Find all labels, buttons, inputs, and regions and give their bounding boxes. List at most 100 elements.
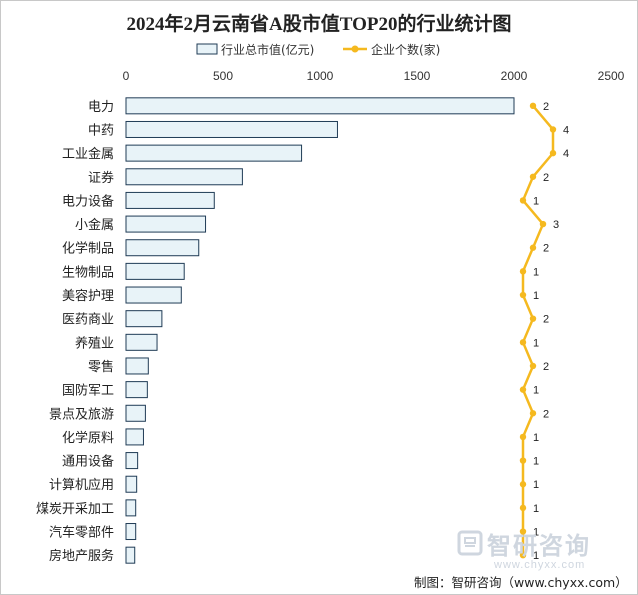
count-point (529, 173, 537, 180)
bars (125, 97, 515, 564)
category-label: 小金属 (75, 217, 114, 233)
count-point (529, 102, 537, 110)
category-label: 计算机应用 (49, 477, 114, 493)
category-labels: 电力中药工业金属证券电力设备小金属化学制品生物制品美容护理医药商业养殖业零售国防… (36, 100, 114, 564)
bar (125, 499, 137, 517)
count-point (519, 291, 527, 299)
category-label: 中药 (88, 123, 114, 138)
category-label: 化学制品 (62, 241, 114, 257)
count-point (529, 362, 537, 370)
bar (125, 475, 138, 493)
x-tick-label: 1000 (307, 69, 334, 83)
watermark-brand: 智研咨询 (487, 532, 591, 560)
x-tick-label: 500 (213, 69, 233, 83)
count-point (519, 551, 527, 559)
category-label: 美容护理 (62, 288, 114, 304)
legend-line-marker (351, 45, 359, 53)
count-point (529, 315, 537, 322)
chart-title: 2024年2月云南省A股市值TOP20的行业统计图 (127, 12, 512, 35)
bar (125, 357, 149, 375)
count-point (529, 410, 537, 417)
category-label: 化学原料 (62, 430, 114, 446)
count-label: 1 (533, 195, 539, 207)
category-label: 医药商业 (62, 313, 114, 328)
watermark-logo (457, 530, 483, 556)
category-label: 工业金属 (62, 146, 114, 162)
category-label: 证券 (88, 170, 114, 186)
count-label: 4 (563, 124, 569, 136)
bar (125, 168, 243, 186)
category-label: 通用设备 (62, 454, 114, 470)
source-credit: 制图：智研咨询（www.chyxx.com） (414, 575, 628, 590)
count-label: 1 (533, 385, 539, 397)
category-label: 房地产服务 (49, 548, 114, 564)
count-label: 1 (533, 337, 539, 349)
count-label: 2 (543, 243, 549, 255)
bar (125, 452, 139, 470)
count-label: 1 (533, 503, 539, 515)
x-tick-label: 1500 (404, 69, 431, 83)
count-label: 2 (543, 101, 549, 113)
watermark: 智研咨询 www.chyxx.com (457, 530, 591, 571)
count-point (519, 481, 527, 488)
bar (125, 262, 185, 280)
bar (125, 310, 163, 328)
x-axis-ticks: 0 500 1000 1500 2000 2500 (123, 69, 625, 83)
count-label: 1 (533, 527, 539, 539)
count-label: 1 (533, 479, 539, 491)
count-label: 4 (563, 148, 569, 160)
count-point (549, 126, 557, 133)
bar (125, 239, 200, 257)
x-tick-label: 2000 (501, 69, 528, 83)
bar (125, 144, 303, 162)
count-label: 1 (533, 266, 539, 278)
bar (125, 286, 182, 304)
bar (125, 381, 148, 399)
bar (125, 428, 144, 446)
category-label: 零售 (88, 359, 114, 375)
count-label: 2 (543, 314, 549, 326)
bar (125, 333, 158, 351)
x-tick-label: 2500 (598, 69, 625, 83)
count-point (519, 504, 527, 512)
count-point (519, 339, 527, 346)
count-point (519, 528, 527, 535)
count-label: 1 (533, 432, 539, 444)
count-point (519, 386, 527, 393)
count-label: 2 (543, 361, 549, 373)
bar (125, 120, 338, 138)
bar (125, 215, 207, 233)
count-point (519, 457, 527, 464)
category-label: 电力设备 (62, 193, 114, 209)
bar (125, 97, 515, 115)
count-point (529, 244, 537, 251)
legend-bar-swatch (196, 43, 218, 55)
category-label: 煤炭开采加工 (36, 502, 114, 517)
count-label: 1 (533, 550, 539, 562)
category-label: 景点及旅游 (49, 407, 114, 422)
legend: 行业总市值(亿元) 企业个数(家) (196, 42, 440, 57)
count-point (539, 220, 547, 228)
legend-bar-label: 行业总市值(亿元) (221, 42, 314, 57)
category-label: 生物制品 (62, 265, 114, 280)
bar (125, 546, 136, 564)
category-label: 电力 (88, 100, 114, 115)
category-label: 国防军工 (62, 383, 114, 399)
count-label: 3 (553, 219, 559, 231)
count-label: 2 (543, 408, 549, 420)
count-point (519, 433, 527, 441)
bar (125, 404, 146, 422)
count-label: 2 (543, 172, 549, 184)
count-label: 1 (533, 456, 539, 468)
count-label: 1 (533, 290, 539, 302)
count-point (549, 149, 557, 157)
legend-line-label: 企业个数(家) (371, 42, 440, 57)
bar (125, 523, 137, 541)
count-point (519, 197, 527, 204)
watermark-url: www.chyxx.com (493, 559, 585, 571)
bar (125, 191, 215, 209)
category-label: 汽车零部件 (49, 525, 114, 541)
category-label: 养殖业 (75, 335, 114, 351)
